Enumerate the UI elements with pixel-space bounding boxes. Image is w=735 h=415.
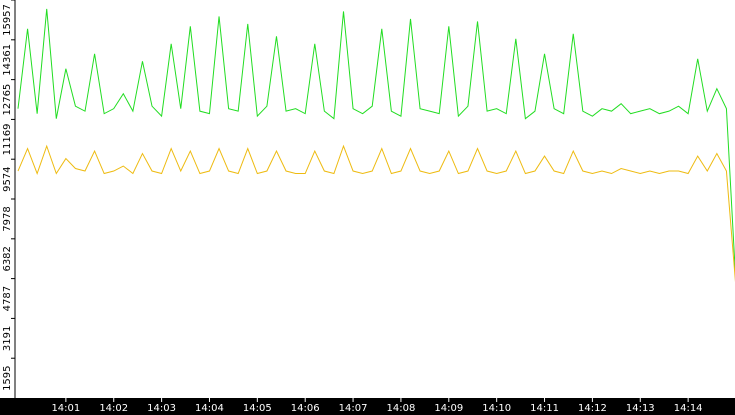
y-tick-label: 3191 (2, 326, 13, 351)
y-tick-label: 1595 (2, 365, 13, 390)
y-tick-label: 12765 (2, 84, 13, 116)
x-tick-label: 14:11 (530, 403, 559, 414)
x-axis-band (0, 398, 735, 415)
x-tick-label: 14:10 (482, 403, 511, 414)
x-tick-label: 14:05 (243, 403, 272, 414)
x-tick-label: 14:02 (99, 403, 128, 414)
y-tick-label: 14361 (2, 44, 13, 76)
x-tick-label: 14:06 (291, 403, 320, 414)
x-tick-label: 14:07 (339, 403, 368, 414)
series-line (17, 144, 735, 283)
y-tick-label: 7978 (2, 206, 13, 231)
x-tick-label: 14:09 (434, 403, 463, 414)
y-tick-label: 11169 (2, 124, 13, 156)
x-tick-label: 14:12 (578, 403, 607, 414)
x-tick-label: 14:14 (674, 403, 703, 414)
y-tick-label: 9574 (2, 166, 13, 191)
x-tick-label: 14:04 (195, 403, 224, 414)
y-tick-label: 4787 (2, 286, 13, 311)
x-tick-label: 14:01 (51, 403, 80, 414)
x-tick-label: 14:03 (147, 403, 176, 414)
x-tick-label: 14:13 (626, 403, 655, 414)
y-tick-label: 6382 (2, 246, 13, 271)
y-tick-label: 15957 (2, 4, 13, 36)
series-line (17, 8, 735, 277)
x-tick-label: 14:08 (387, 403, 416, 414)
